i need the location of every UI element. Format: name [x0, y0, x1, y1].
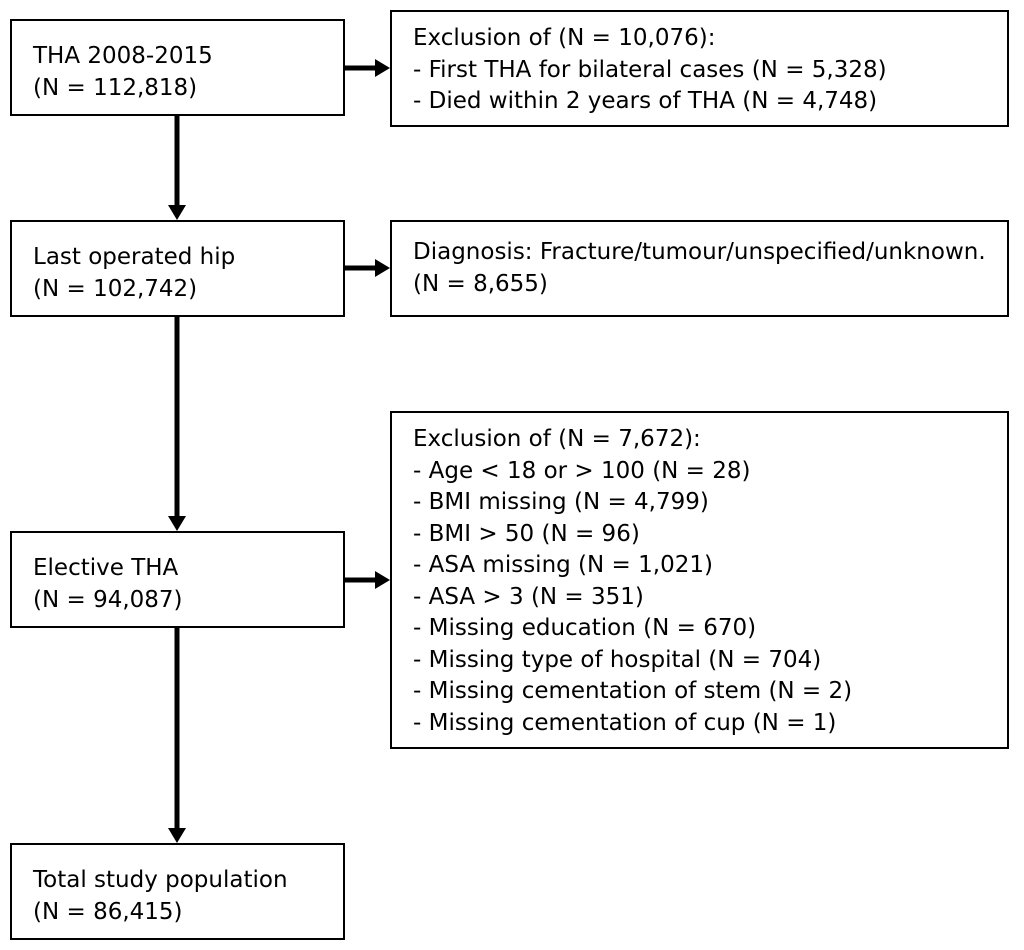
- exclusion-item: - Died within 2 years of THA (N = 4,748): [413, 88, 878, 114]
- diagnosis-exclusion-box: Diagnosis: Fracture/tumour/unspecified/u…: [390, 220, 1009, 317]
- exclusion-item: - ASA missing (N = 1,021): [413, 552, 713, 578]
- arrowhead-elective-to-exclusion: [375, 571, 390, 589]
- diagnosis-text: Diagnosis: Fracture/tumour/unspecified/u…: [413, 239, 986, 265]
- tha-count: (N = 112,818): [33, 74, 198, 101]
- arrowhead-last-to-elective: [168, 516, 186, 531]
- elective-title: Elective THA: [33, 555, 179, 581]
- exclusion-item: - Missing type of hospital (N = 704): [413, 646, 822, 673]
- arrowhead-elective-to-total: [168, 828, 186, 843]
- exclusion-item: - Missing cementation of cup (N = 1): [413, 709, 837, 736]
- exclusion-item: - Missing education (N = 670): [413, 615, 757, 641]
- total-title: Total study population: [33, 867, 288, 893]
- elective-count: (N = 94,087): [33, 586, 183, 613]
- last-operated-count: (N = 102,742): [33, 275, 198, 302]
- arrowhead-tha-to-exclusion: [375, 59, 390, 77]
- exclusion-item: - Missing cementation of stem (N = 2): [413, 678, 853, 704]
- exclusion-item: - Age < 18 or > 100 (N = 28): [413, 457, 751, 484]
- total-count: (N = 86,415): [33, 898, 183, 925]
- last-operated-title: Last operated hip: [33, 244, 236, 270]
- elective-box: Elective THA (N = 94,087): [10, 531, 345, 628]
- exclusion-box-first: Exclusion of (N = 10,076): - First THA f…: [390, 10, 1009, 127]
- tha-title: THA 2008-2015: [33, 43, 213, 69]
- total-population-box: Total study population (N = 86,415): [10, 843, 345, 940]
- diagnosis-count: (N = 8,655): [413, 270, 548, 297]
- exclusion-item: - BMI > 50 (N = 96): [413, 520, 640, 547]
- exclusion-header: Exclusion of (N = 10,076):: [413, 25, 716, 51]
- arrowhead-tha-to-last: [168, 205, 186, 220]
- last-operated-box: Last operated hip (N = 102,742): [10, 220, 345, 317]
- tha-box: THA 2008-2015 (N = 112,818): [10, 19, 345, 116]
- exclusion-item: - BMI missing (N = 4,799): [413, 489, 709, 515]
- exclusion-header: Exclusion of (N = 7,672):: [413, 426, 701, 452]
- exclusion-item: - First THA for bilateral cases (N = 5,3…: [413, 56, 887, 83]
- arrowhead-last-to-diagnosis: [375, 259, 390, 277]
- exclusion-box-third: Exclusion of (N = 7,672): - Age < 18 or …: [390, 411, 1009, 749]
- exclusion-item: - ASA > 3 (N = 351): [413, 583, 644, 610]
